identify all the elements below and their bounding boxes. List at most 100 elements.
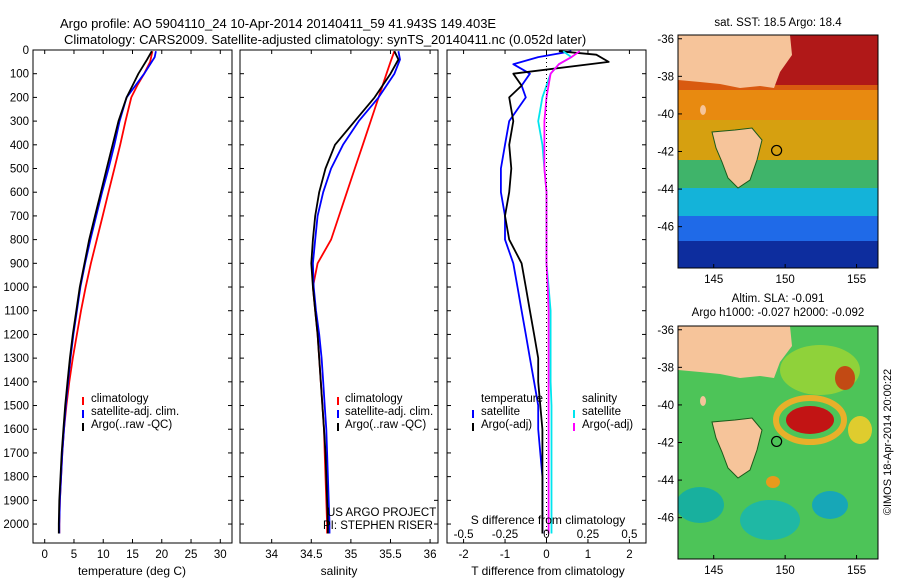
y-tick-label: -36 bbox=[657, 325, 674, 337]
sla-patch-d bbox=[848, 416, 872, 444]
salinity-xlabel: salinity bbox=[321, 564, 358, 578]
sst-band-cyan bbox=[678, 188, 878, 216]
sst-map-title: sat. SST: 18.5 Argo: 18.4 bbox=[714, 17, 842, 29]
series-line-argo-raw-qc- bbox=[310, 50, 400, 534]
legend-label-argo: Argo(..raw -QC) bbox=[345, 419, 426, 431]
legend-label-s-satellite: satellite bbox=[582, 406, 621, 418]
float-position-marker bbox=[771, 144, 783, 157]
difference-s-xlabel: S difference from climatology bbox=[471, 513, 626, 527]
x-tick-label: 145 bbox=[704, 565, 723, 577]
x-tick-label: 145 bbox=[704, 274, 723, 286]
temperature-legend: climatology satellite-adj. clim. Argo(..… bbox=[82, 393, 179, 431]
difference-xlabel: T difference from climatology bbox=[471, 564, 625, 578]
header-line-2: Climatology: CARS2009. Satellite-adjuste… bbox=[64, 32, 586, 47]
y-tick-label: 700 bbox=[10, 211, 29, 223]
salinity-frame bbox=[239, 49, 439, 544]
difference-lines bbox=[499, 50, 610, 543]
x-tick-label: 25 bbox=[185, 549, 198, 561]
sst-map: sat. SST: 18.5 Argo: 18.4 145 150 155 -36 -3… bbox=[657, 17, 879, 286]
salinity-lines bbox=[310, 50, 401, 534]
y-tick-label: 200 bbox=[10, 92, 29, 104]
s-tick-label: 0.25 bbox=[577, 529, 599, 541]
x-tick-label: 150 bbox=[776, 565, 795, 577]
y-tick-label: -38 bbox=[657, 362, 674, 374]
s-tick-label: 0.5 bbox=[621, 529, 637, 541]
legend-label-climatology: climatology bbox=[91, 393, 149, 405]
x-tick-label: 35.5 bbox=[379, 549, 401, 561]
sla-map: Altim. SLA: -0.091 Argo h1000: -0.027 h2… bbox=[657, 293, 894, 577]
y-tick-label: 1900 bbox=[3, 495, 29, 507]
salinity-diff-ticks: -0.5 -0.25 0 0.25 0.5 bbox=[454, 529, 638, 541]
header-line-1: Argo profile: AO 5904110_24 10-Apr-2014 … bbox=[60, 16, 496, 31]
x-tick-label: 5 bbox=[71, 549, 77, 561]
x-tick-label: 34.5 bbox=[300, 549, 322, 561]
sla-patch-f bbox=[740, 500, 800, 540]
y-tick-label: 900 bbox=[10, 258, 29, 270]
sla-map-title: Altim. SLA: -0.091 bbox=[732, 293, 825, 305]
pi-annotation: PI: STEPHEN RISER bbox=[323, 520, 433, 532]
y-tick-label: -46 bbox=[657, 222, 674, 234]
y-tick-label: 1000 bbox=[3, 282, 29, 294]
temperature-panel: 0 5 10 15 20 25 300100200300400500600700800900… bbox=[3, 45, 233, 578]
king-island-shape bbox=[700, 396, 706, 406]
legend-title-temperature: temperature bbox=[481, 393, 543, 405]
series-line-climatology bbox=[58, 51, 154, 534]
float-position-marker bbox=[771, 435, 783, 448]
x-tick-label: 150 bbox=[776, 274, 795, 286]
legend-title-salinity: salinity bbox=[582, 393, 617, 405]
y-tick-label: 100 bbox=[10, 69, 29, 81]
y-tick-label: -44 bbox=[657, 475, 674, 487]
temperature-frame bbox=[32, 49, 233, 544]
sla-patch-g bbox=[812, 491, 848, 519]
temperature-lines bbox=[57, 50, 157, 534]
y-tick-label: 600 bbox=[10, 187, 29, 199]
difference-panel: -2 -1 0 1 2 T difference from climatology S … bbox=[446, 49, 647, 578]
sst-band-green bbox=[678, 160, 878, 188]
difference-axes: -2 -1 0 1 2 bbox=[447, 49, 646, 561]
series-line-satellite-adj-clim- bbox=[58, 51, 157, 534]
legend-label-t-argo: Argo(-adj) bbox=[481, 419, 532, 431]
y-tick-label: -42 bbox=[657, 147, 674, 159]
sla-map-axes: 145 150 155 -36 -38 -40 -42 -44 -46 bbox=[657, 325, 866, 577]
mainland-shape bbox=[678, 326, 792, 378]
difference-frame bbox=[446, 49, 647, 544]
y-tick-label: 300 bbox=[10, 116, 29, 128]
salinity-legend: climatology satellite-adj. clim. Argo(..… bbox=[337, 393, 433, 431]
x-tick-label: -2 bbox=[458, 549, 468, 561]
x-tick-label: 155 bbox=[847, 274, 866, 286]
king-island-shape bbox=[700, 105, 706, 115]
temperature-xlabel: temperature (deg C) bbox=[78, 564, 186, 578]
legend-label-satellite: satellite-adj. clim. bbox=[345, 406, 433, 418]
y-tick-label: 2000 bbox=[3, 519, 29, 531]
legend-label-climatology: climatology bbox=[345, 393, 403, 405]
y-tick-label: 800 bbox=[10, 235, 29, 247]
x-tick-label: 15 bbox=[126, 549, 139, 561]
x-tick-label: 35 bbox=[344, 549, 357, 561]
series-line-argo-raw-qc- bbox=[57, 50, 153, 534]
y-tick-label: 500 bbox=[10, 164, 29, 176]
y-tick-label: 1800 bbox=[3, 472, 29, 484]
x-tick-label: -1 bbox=[500, 549, 510, 561]
salinity-axes: 34 34.5 35 35.5 36 bbox=[240, 49, 438, 561]
y-tick-label: 1700 bbox=[3, 448, 29, 460]
legend-label-t-satellite: satellite bbox=[481, 406, 520, 418]
sla-patch-h bbox=[766, 476, 780, 488]
sla-patch-ring bbox=[773, 395, 847, 445]
series-line-argo-adj-s- bbox=[543, 50, 581, 534]
y-tick-label: -40 bbox=[657, 109, 674, 121]
series-line-argo-adj- bbox=[504, 50, 610, 534]
x-tick-label: 0 bbox=[543, 549, 549, 561]
x-tick-label: 30 bbox=[214, 549, 227, 561]
y-tick-label: -42 bbox=[657, 438, 674, 450]
tasmania-shape bbox=[711, 127, 763, 189]
y-tick-label: 1100 bbox=[4, 306, 29, 318]
legend-label-satellite: satellite-adj. clim. bbox=[91, 406, 179, 418]
difference-legend: temperature satellite Argo(-adj) salinit… bbox=[472, 393, 633, 431]
sst-band-darkblue bbox=[678, 241, 878, 268]
y-tick-label: -46 bbox=[657, 513, 674, 525]
sla-map-subtitle: Argo h1000: -0.027 h2000: -0.092 bbox=[692, 307, 865, 319]
legend-label-s-argo: Argo(-adj) bbox=[582, 419, 633, 431]
salinity-panel: 34 34.5 35 35.5 36 salinity climatology sate… bbox=[239, 49, 439, 578]
y-tick-label: 1600 bbox=[3, 424, 29, 436]
